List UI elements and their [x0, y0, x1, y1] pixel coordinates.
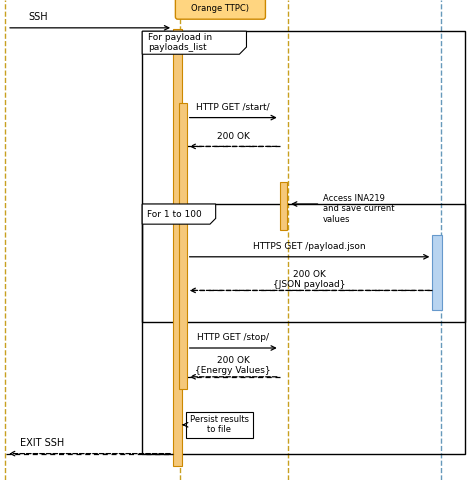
Bar: [432, 235, 442, 310]
Text: Access INA219
and save current
values: Access INA219 and save current values: [323, 194, 394, 224]
Text: 200 OK
{Energy Values}: 200 OK {Energy Values}: [195, 356, 271, 375]
Bar: [179, 103, 187, 389]
Text: HTTP GET /stop/: HTTP GET /stop/: [197, 333, 269, 342]
FancyBboxPatch shape: [175, 0, 265, 19]
Polygon shape: [142, 204, 216, 224]
Bar: [186, 411, 253, 438]
Text: HTTPS GET /payload.json: HTTPS GET /payload.json: [253, 242, 366, 251]
Text: SSH: SSH: [28, 12, 48, 22]
Text: HTTP GET /start/: HTTP GET /start/: [196, 103, 270, 112]
Text: 200 OK: 200 OK: [217, 132, 250, 141]
Text: For payload in
payloads_list: For payload in payloads_list: [148, 33, 212, 52]
Bar: [142, 31, 465, 454]
Bar: [142, 204, 465, 322]
Bar: [280, 182, 287, 230]
Polygon shape: [142, 31, 246, 54]
Text: Persist results
to file: Persist results to file: [190, 415, 249, 434]
Text: EXIT SSH: EXIT SSH: [20, 438, 64, 448]
Text: For 1 to 100: For 1 to 100: [147, 210, 202, 218]
Bar: [173, 29, 182, 466]
Text: Orange TTPC): Orange TTPC): [191, 4, 249, 13]
Text: 200 OK
{JSON payload}: 200 OK {JSON payload}: [273, 270, 346, 289]
